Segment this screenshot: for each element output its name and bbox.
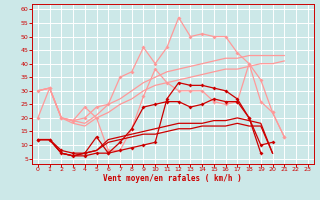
X-axis label: Vent moyen/en rafales ( km/h ): Vent moyen/en rafales ( km/h )	[103, 174, 242, 183]
